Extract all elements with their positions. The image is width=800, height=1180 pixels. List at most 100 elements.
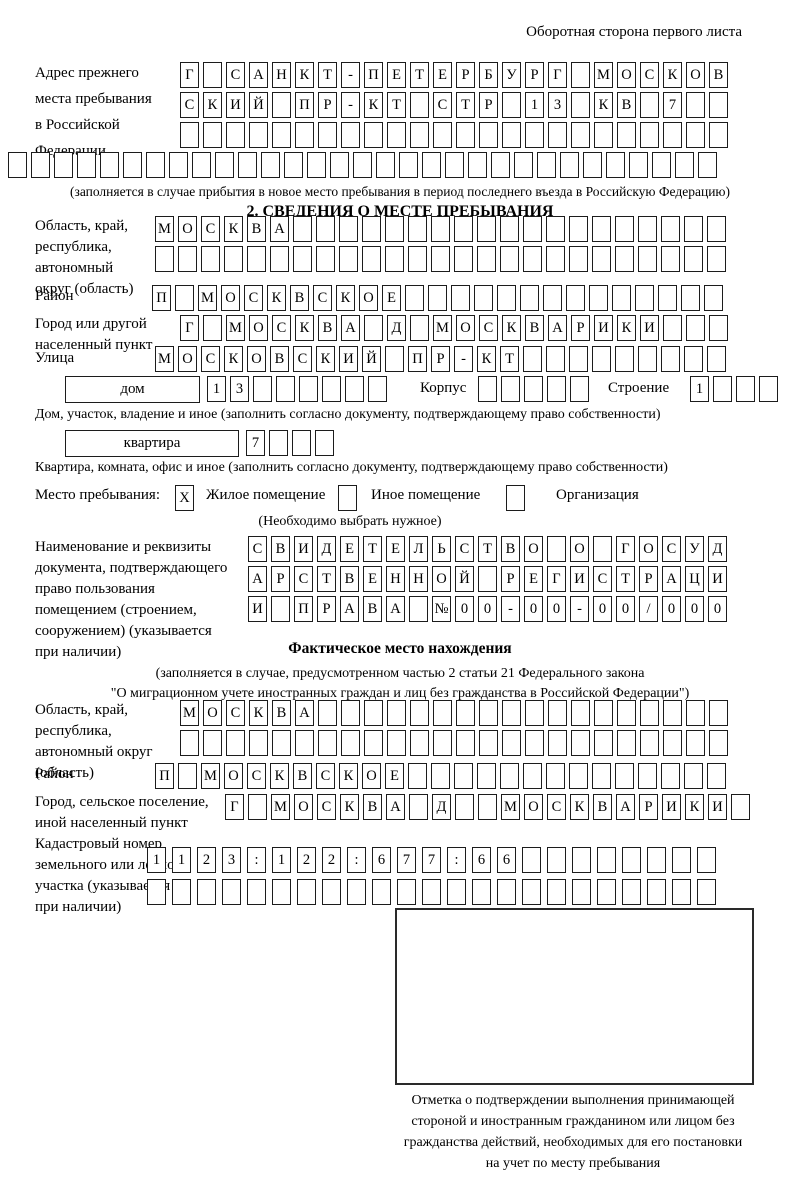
char-box: Р [318, 92, 337, 118]
char-box [147, 879, 166, 905]
char-box: И [640, 315, 659, 341]
char-box: К [224, 216, 243, 242]
stay-type-checkbox-zhiloe[interactable]: X [175, 485, 194, 511]
char-box: : [447, 847, 466, 873]
char-box: В [363, 794, 382, 820]
char-box [615, 216, 634, 242]
char-box [597, 847, 616, 873]
char-box: 0 [455, 596, 474, 622]
char-box [697, 879, 716, 905]
stay-type-checkbox-inoe[interactable] [338, 485, 357, 511]
char-box: 2 [297, 847, 316, 873]
char-box [731, 794, 750, 820]
char-box [478, 566, 497, 592]
char-box: Г [547, 566, 566, 592]
char-box: В [247, 216, 266, 242]
char-box [686, 92, 705, 118]
char-box: Д [387, 315, 406, 341]
actual-region-label-line: (область) [35, 765, 94, 781]
char-box: № [432, 596, 451, 622]
korpus-row [478, 376, 589, 402]
char-box [658, 285, 677, 311]
char-box: 7 [246, 430, 265, 456]
char-box: А [270, 216, 289, 242]
region-label-line: автономный [35, 260, 114, 276]
char-box [525, 700, 544, 726]
char-box: Р [456, 62, 475, 88]
char-box [617, 730, 636, 756]
actual-city-label-line: Город, сельское поселение, [35, 794, 209, 810]
char-box [410, 122, 429, 148]
char-box [474, 285, 493, 311]
char-box [307, 152, 326, 178]
char-box: Е [363, 566, 382, 592]
char-box: С [272, 315, 291, 341]
char-box: О [362, 763, 381, 789]
char-box [571, 62, 590, 88]
char-box: И [339, 346, 358, 372]
char-box: К [594, 92, 613, 118]
stay-type-label: Место пребывания: [35, 487, 160, 503]
stay-type-checkbox-organizatsiya[interactable] [506, 485, 525, 511]
char-box [571, 730, 590, 756]
char-box [684, 216, 703, 242]
char-box: 0 [662, 596, 681, 622]
char-box [410, 730, 429, 756]
char-box: К [617, 315, 636, 341]
char-box [272, 92, 291, 118]
char-box [672, 847, 691, 873]
char-box: С [455, 536, 474, 562]
char-box [293, 246, 312, 272]
char-box [566, 285, 585, 311]
char-box: С [640, 62, 659, 88]
char-box [592, 216, 611, 242]
char-box [560, 152, 579, 178]
char-box [364, 730, 383, 756]
char-box [155, 246, 174, 272]
char-box: 7 [397, 847, 416, 873]
char-box: К [203, 92, 222, 118]
char-box: М [501, 794, 520, 820]
char-box [248, 794, 267, 820]
char-box: 0 [524, 596, 543, 622]
char-box: С [547, 794, 566, 820]
char-box [77, 152, 96, 178]
char-box: И [594, 315, 613, 341]
char-box: А [386, 596, 405, 622]
char-box: Т [478, 536, 497, 562]
confirmation-stamp-caption-line: Отметка о подтверждении выполнения прини… [411, 1093, 735, 1108]
char-box: Н [272, 62, 291, 88]
char-box [433, 700, 452, 726]
char-box [571, 700, 590, 726]
char-box: Й [249, 92, 268, 118]
char-box: В [525, 315, 544, 341]
char-box [571, 92, 590, 118]
char-box: 1 [525, 92, 544, 118]
char-box: И [708, 566, 727, 592]
char-box [456, 730, 475, 756]
char-box [203, 62, 222, 88]
char-box [497, 285, 516, 311]
char-box [175, 285, 194, 311]
char-box [546, 763, 565, 789]
char-box: С [294, 566, 313, 592]
char-box [405, 285, 424, 311]
char-box: С [662, 536, 681, 562]
char-box [226, 730, 245, 756]
prev-address-row-4 [8, 152, 717, 178]
char-box [523, 763, 542, 789]
char-box [315, 430, 334, 456]
char-box: К [295, 62, 314, 88]
char-box [456, 122, 475, 148]
char-box: В [293, 763, 312, 789]
char-box [203, 315, 222, 341]
char-box [479, 700, 498, 726]
char-box [408, 216, 427, 242]
char-box [368, 376, 387, 402]
char-box [663, 122, 682, 148]
char-box [686, 700, 705, 726]
char-box [272, 122, 291, 148]
char-box [318, 730, 337, 756]
